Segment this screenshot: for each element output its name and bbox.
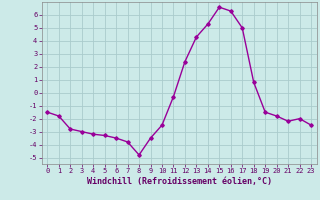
X-axis label: Windchill (Refroidissement éolien,°C): Windchill (Refroidissement éolien,°C) [87, 177, 272, 186]
